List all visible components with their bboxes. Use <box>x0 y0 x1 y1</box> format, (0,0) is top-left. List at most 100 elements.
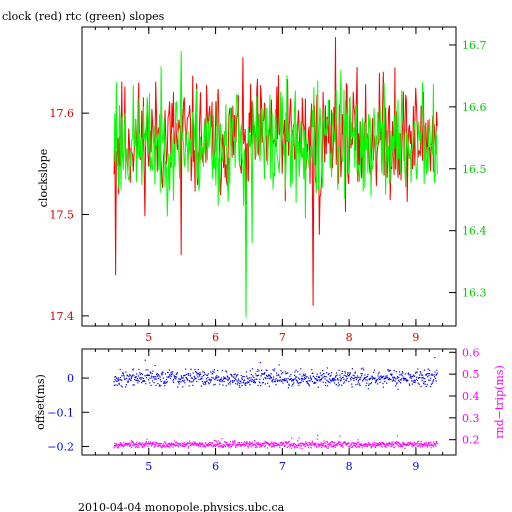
data-point-rnd-trip <box>289 444 291 446</box>
data-point-offset <box>373 377 375 379</box>
data-point-offset <box>311 369 313 371</box>
data-point-offset <box>383 375 385 377</box>
data-point-offset <box>384 377 387 379</box>
data-point-rnd-trip <box>359 446 361 448</box>
data-point-offset <box>436 372 438 374</box>
data-point-offset <box>262 382 264 384</box>
data-point-offset <box>419 377 421 379</box>
data-point-offset <box>279 376 281 378</box>
data-point-rnd-trip <box>227 443 229 446</box>
data-point-offset <box>203 371 205 374</box>
data-point-offset <box>266 370 268 372</box>
data-point-offset <box>362 379 364 381</box>
data-point-offset <box>291 380 293 382</box>
data-point-rnd-trip <box>273 444 275 446</box>
data-point-rnd-trip <box>170 445 172 447</box>
data-point-offset <box>171 371 173 373</box>
data-point-rnd-trip <box>139 443 141 446</box>
data-point-offset <box>249 380 251 382</box>
data-point-rnd-trip <box>397 441 399 443</box>
data-point-offset <box>149 371 151 373</box>
data-point-rnd-trip <box>114 446 116 448</box>
data-point-rnd-trip <box>128 443 130 445</box>
data-point-offset <box>338 369 340 371</box>
data-point-offset <box>219 380 221 382</box>
data-point-offset <box>393 376 396 378</box>
data-point-offset <box>419 371 421 373</box>
data-point-offset <box>428 375 430 377</box>
data-point-offset <box>427 373 429 375</box>
data-point-offset <box>160 380 162 383</box>
data-point-rnd-trip <box>391 445 393 447</box>
top-y-axis-label: clockslope <box>37 149 50 207</box>
data-point-rnd-trip <box>131 440 133 443</box>
data-point-offset <box>294 374 296 376</box>
data-point-rnd-trip <box>381 442 383 444</box>
data-point-offset <box>220 379 222 381</box>
data-point-offset <box>357 381 359 383</box>
data-point-offset <box>268 385 270 387</box>
data-point-rnd-trip <box>215 444 217 446</box>
data-point-offset <box>371 375 373 377</box>
data-point-rnd-trip <box>170 443 172 445</box>
data-point-offset <box>234 373 236 375</box>
data-point-offset <box>394 377 396 379</box>
data-point-offset <box>137 382 139 384</box>
data-point-rnd-trip <box>130 445 132 447</box>
data-point-rnd-trip <box>317 434 319 437</box>
data-point-offset <box>132 384 134 386</box>
data-point-offset <box>368 378 370 380</box>
data-point-offset <box>273 376 275 378</box>
data-point-offset <box>388 377 391 380</box>
data-point-offset <box>344 370 346 373</box>
data-point-offset <box>141 373 144 375</box>
data-point-rnd-trip <box>237 443 239 445</box>
data-point-offset <box>260 369 263 371</box>
data-point-offset <box>151 373 153 375</box>
data-point-offset <box>430 374 432 376</box>
data-point-rnd-trip <box>145 442 147 444</box>
data-point-rnd-trip <box>193 444 195 446</box>
data-point-offset <box>139 377 141 379</box>
data-point-offset <box>182 377 184 379</box>
data-point-rnd-trip <box>428 442 430 444</box>
data-point-offset <box>240 374 242 377</box>
data-point-offset <box>336 374 338 376</box>
data-point-rnd-trip <box>397 445 399 447</box>
data-point-rnd-trip <box>223 444 225 446</box>
data-point-offset <box>185 368 187 370</box>
data-point-offset <box>427 368 429 370</box>
data-point-rnd-trip <box>167 445 169 447</box>
data-point-rnd-trip <box>429 444 431 446</box>
data-point-offset <box>349 372 351 374</box>
data-point-rnd-trip <box>163 445 165 447</box>
data-point-rnd-trip <box>418 440 420 443</box>
data-point-rnd-trip <box>279 447 281 449</box>
data-point-offset <box>168 375 170 378</box>
data-point-offset <box>420 374 423 376</box>
data-point-rnd-trip <box>422 445 424 447</box>
data-point-offset <box>214 383 216 385</box>
data-point-rnd-trip <box>257 442 259 444</box>
data-point-rnd-trip <box>275 444 277 446</box>
data-point-rnd-trip <box>345 444 347 446</box>
data-point-offset <box>208 379 210 381</box>
data-point-offset <box>299 378 301 380</box>
data-point-offset <box>222 384 224 386</box>
data-point-rnd-trip <box>295 444 297 446</box>
data-point-rnd-trip <box>302 443 305 446</box>
data-point-offset <box>183 380 185 382</box>
data-point-offset <box>359 378 361 380</box>
data-point-offset <box>119 377 122 379</box>
data-point-offset <box>171 373 173 376</box>
data-point-rnd-trip <box>126 443 128 445</box>
data-point-offset <box>242 381 245 383</box>
right-y-tick-label: 0.3 <box>462 412 480 425</box>
data-point-rnd-trip <box>237 441 239 443</box>
data-point-rnd-trip <box>181 445 183 447</box>
data-point-offset <box>314 378 316 380</box>
data-point-offset <box>237 378 240 380</box>
data-point-offset <box>167 372 169 374</box>
data-point-rnd-trip <box>286 443 288 445</box>
data-point-offset <box>173 375 175 377</box>
